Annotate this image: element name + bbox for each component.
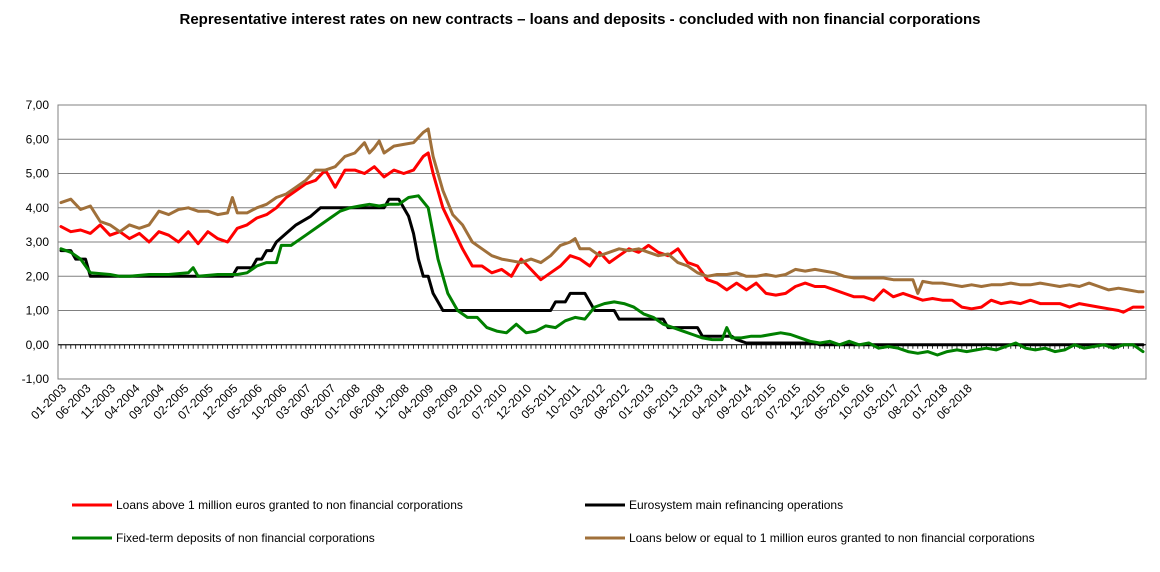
series-line-1 xyxy=(59,197,1145,347)
series-line-0 xyxy=(59,151,1145,314)
y-tick-label: 3,00 xyxy=(26,235,50,249)
y-tick-label: 4,00 xyxy=(26,201,50,215)
legend: Loans above 1 million euros granted to n… xyxy=(72,498,1035,545)
legend-label: Loans above 1 million euros granted to n… xyxy=(116,498,463,512)
series-lines xyxy=(59,127,1145,357)
legend-label: Fixed-term deposits of non financial cor… xyxy=(116,531,375,545)
y-tick-label: 2,00 xyxy=(26,269,50,283)
y-tick-label: 0,00 xyxy=(26,338,50,352)
series-line-3 xyxy=(59,127,1145,295)
series-line-2 xyxy=(59,194,1145,357)
chart-title: Representative interest rates on new con… xyxy=(179,11,981,28)
y-tick-label: 1,00 xyxy=(26,304,50,318)
y-tick-label: 6,00 xyxy=(26,132,50,146)
y-tick-label: 7,00 xyxy=(26,98,50,112)
gridlines xyxy=(57,104,1147,380)
legend-label: Eurosystem main refinancing operations xyxy=(629,498,843,512)
legend-label: Loans below or equal to 1 million euros … xyxy=(629,531,1035,545)
y-tick-label: 5,00 xyxy=(26,167,50,181)
y-tick-label: -1,00 xyxy=(22,372,50,386)
